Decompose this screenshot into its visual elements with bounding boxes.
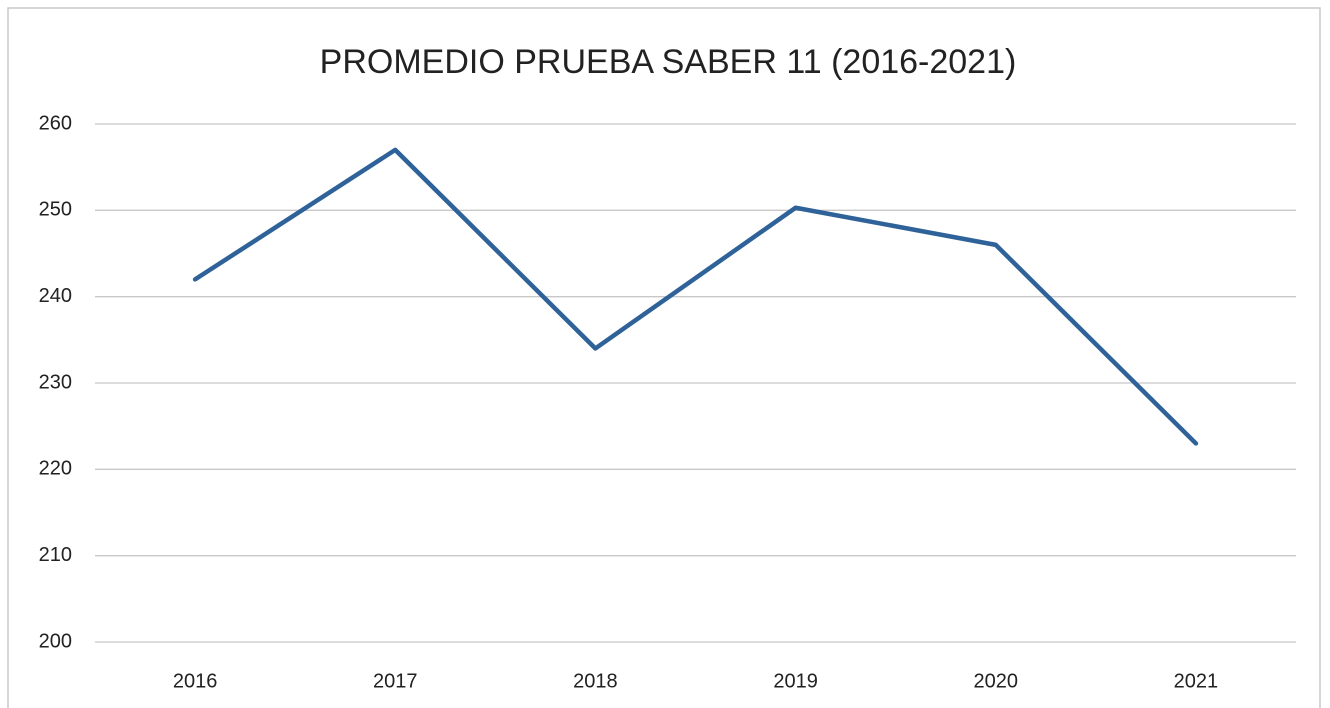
y-tick-label: 200 bbox=[39, 630, 72, 652]
y-tick-label: 250 bbox=[39, 199, 72, 221]
x-tick-label: 2016 bbox=[173, 670, 218, 692]
y-tick-label: 210 bbox=[39, 544, 72, 566]
y-tick-label: 240 bbox=[39, 285, 72, 307]
x-tick-label: 2020 bbox=[974, 670, 1019, 692]
chart-frame bbox=[7, 7, 1321, 708]
x-tick-label: 2021 bbox=[1174, 670, 1219, 692]
y-tick-label: 220 bbox=[39, 458, 72, 480]
x-tick-label: 2019 bbox=[773, 670, 818, 692]
x-tick-label: 2017 bbox=[373, 670, 418, 692]
chart-title: PROMEDIO PRUEBA SABER 11 (2016-2021) bbox=[320, 43, 1017, 81]
x-tick-label: 2018 bbox=[573, 670, 618, 692]
y-tick-label: 260 bbox=[39, 112, 72, 134]
data-line bbox=[192, 147, 1199, 446]
y-tick-label: 230 bbox=[39, 371, 72, 393]
